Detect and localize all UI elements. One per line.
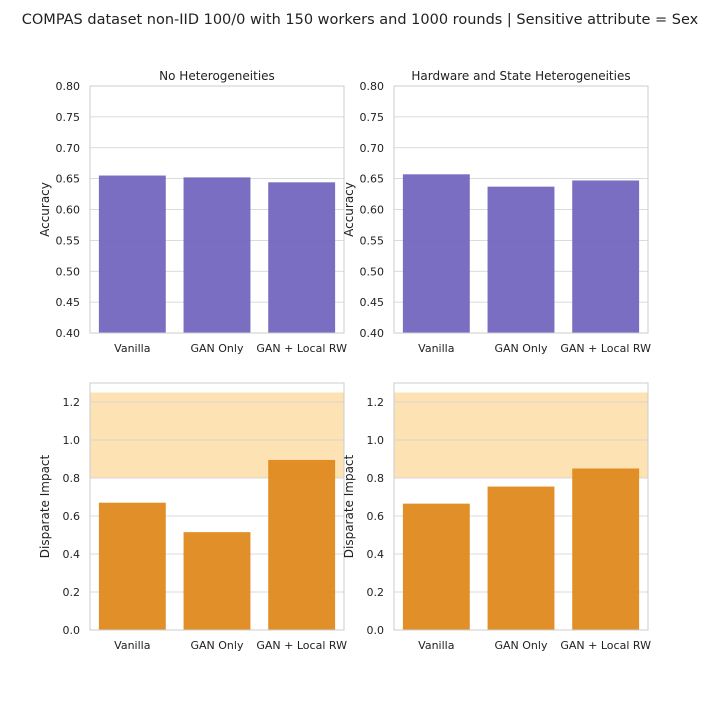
panel-3-y-tick-label: 0.2 (63, 586, 81, 599)
panel-2-x-tick-label: Vanilla (418, 342, 454, 355)
panel-3-x-tick-label: GAN + Local RW (256, 639, 347, 652)
panel-2-bar-1 (402, 174, 470, 333)
panel-1-x-tick-label: Vanilla (114, 342, 150, 355)
panel-3-x-tick-label: Vanilla (114, 639, 150, 652)
panel-1-bar-1 (98, 175, 166, 333)
panel-3-bar-1 (98, 502, 166, 630)
panel-1-frame (89, 85, 345, 334)
panel-2-y-tick-label: 0.65 (360, 173, 385, 186)
panel-1-x-tick-label: GAN Only (191, 342, 244, 355)
panel-1-y-tick-label: 0.60 (56, 204, 81, 217)
panel-3-y-tick-label: 0.0 (63, 624, 81, 637)
panel-4-y-tick-label: 1.2 (367, 396, 385, 409)
panel-3-x-tick-label: GAN Only (191, 639, 244, 652)
panel-4-x-tick-label: Vanilla (418, 639, 454, 652)
panel-1-y-tick-label: 0.55 (56, 234, 81, 247)
panel-3-y-tick-label: 0.6 (63, 510, 81, 523)
panel-2-bar-2 (487, 186, 555, 333)
panel-1-y-axis-label: Accuracy (38, 182, 52, 237)
panel-1-y-tick-label: 0.50 (56, 265, 81, 278)
panel-4-y-tick-label: 1.0 (367, 434, 385, 447)
panel-2-y-tick-label: 0.60 (360, 204, 385, 217)
panel-2-y-tick-label: 0.45 (360, 296, 385, 309)
panel-2-y-tick-label: 0.80 (360, 80, 385, 93)
panel-4-y-tick-label: 0.0 (367, 624, 385, 637)
panel-3-y-tick-label: 0.4 (63, 548, 81, 561)
panel-2-y-tick-label: 0.55 (360, 234, 385, 247)
figure-title: COMPAS dataset non-IID 100/0 with 150 wo… (21, 12, 699, 28)
panel-4-bar-1 (402, 503, 470, 630)
panel-2-frame (393, 85, 649, 334)
panel-4-y-tick-label: 0.4 (367, 548, 385, 561)
panel-3-y-tick-label: 1.2 (63, 396, 81, 409)
panel-1-bar-3 (268, 182, 336, 333)
panel-2-title: Hardware and State Heterogeneities (411, 69, 630, 83)
panel-3-y-tick-label: 0.8 (63, 472, 81, 485)
panel-3-y-axis-label: Disparate Impact (38, 454, 52, 558)
panel-1-x-tick-label: GAN + Local RW (256, 342, 347, 355)
panel-4-x-tick-label: GAN + Local RW (560, 639, 651, 652)
panel-2-y-axis-label: Accuracy (342, 182, 356, 237)
panel-3-frame (89, 382, 345, 631)
panel-4-y-tick-label: 0.6 (367, 510, 385, 523)
panel-4-y-tick-label: 0.8 (367, 472, 385, 485)
panel-2-x-tick-label: GAN Only (495, 342, 548, 355)
panel-1-y-tick-label: 0.75 (56, 111, 81, 124)
panel-1-y-tick-label: 0.40 (56, 327, 81, 340)
panel-2-x-tick-label: GAN + Local RW (560, 342, 651, 355)
panel-3-bar-2 (183, 532, 251, 630)
panel-3-y-tick-label: 1.0 (63, 434, 81, 447)
panel-4-bar-2 (487, 486, 555, 630)
panel-1-y-tick-label: 0.45 (56, 296, 81, 309)
panel-4-fair-band (394, 392, 648, 478)
panel-4-x-tick-label: GAN Only (495, 639, 548, 652)
panel-3-bar-3 (268, 459, 336, 630)
panel-1-y-tick-label: 0.80 (56, 80, 81, 93)
panel-4-bar-3 (572, 468, 640, 630)
panel-4-y-tick-label: 0.2 (367, 586, 385, 599)
panel-1-bar-2 (183, 177, 251, 333)
panel-4-frame (393, 382, 649, 631)
panel-2-y-tick-label: 0.70 (360, 142, 385, 155)
panel-2-bar-3 (572, 180, 640, 333)
panel-2-y-tick-label: 0.75 (360, 111, 385, 124)
panel-2-y-tick-label: 0.50 (360, 265, 385, 278)
panel-4-y-axis-label: Disparate Impact (342, 454, 356, 558)
panel-1-y-tick-label: 0.70 (56, 142, 81, 155)
panel-1-title: No Heterogeneities (159, 69, 275, 83)
panel-1-y-tick-label: 0.65 (56, 173, 81, 186)
panel-2-y-tick-label: 0.40 (360, 327, 385, 340)
